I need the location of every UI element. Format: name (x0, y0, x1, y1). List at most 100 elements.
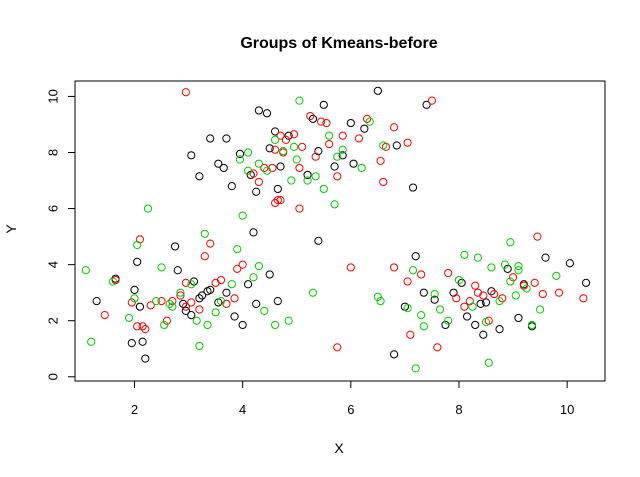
data-point (303, 170, 312, 180)
x-axis-label: X (334, 440, 344, 456)
data-point (243, 148, 253, 157)
data-point (265, 144, 274, 153)
data-point (514, 261, 523, 271)
data-point (298, 142, 307, 151)
chart-title: Groups of Kmeans-before (240, 35, 437, 52)
data-point (233, 245, 242, 254)
data-point (238, 211, 247, 220)
data-point (441, 320, 450, 330)
data-point (108, 277, 117, 286)
data-point (273, 296, 282, 306)
data-point (187, 311, 196, 320)
plot-frame (74, 80, 606, 382)
data-point (252, 187, 261, 196)
data-point (411, 252, 420, 261)
data-point (314, 236, 323, 245)
data-point (457, 278, 466, 287)
data-point (195, 172, 204, 181)
data-point (176, 288, 185, 297)
data-point (206, 134, 215, 143)
data-point (271, 135, 280, 144)
x-tick-label: 6 (347, 402, 354, 417)
data-point (527, 320, 537, 330)
data-point (389, 123, 399, 132)
data-point (498, 294, 507, 303)
data-point (249, 228, 258, 237)
data-point (279, 146, 288, 156)
data-point (514, 313, 523, 323)
data-point (260, 306, 269, 316)
data-point (406, 330, 415, 339)
data-point (92, 296, 101, 306)
data-point (265, 270, 274, 279)
data-point (254, 261, 263, 271)
x-tick-label: 2 (131, 402, 138, 417)
data-point (376, 156, 385, 166)
data-point (227, 182, 236, 191)
data-point (533, 232, 542, 241)
data-point (135, 235, 144, 244)
data-point (403, 277, 412, 286)
data-point (541, 253, 550, 262)
data-point (449, 288, 458, 297)
data-point (360, 124, 369, 133)
data-point (276, 162, 285, 171)
x-tick-label: 4 (239, 402, 246, 417)
data-point (311, 152, 320, 161)
data-point (287, 176, 296, 185)
data-point (127, 339, 136, 348)
data-point (200, 252, 209, 261)
data-point (468, 302, 477, 311)
data-point (222, 134, 231, 143)
data-point (233, 264, 242, 273)
data-point (281, 135, 291, 144)
data-point (230, 294, 239, 303)
data-point (365, 117, 374, 126)
data-point (173, 266, 182, 275)
data-point (427, 96, 437, 105)
data-point (181, 278, 190, 287)
data-point (273, 196, 282, 205)
data-point (514, 266, 523, 275)
data-point (252, 299, 261, 308)
data-point (176, 291, 185, 300)
data-point (189, 277, 199, 286)
data-point (452, 294, 461, 303)
data-point (422, 100, 431, 109)
data-point (260, 163, 269, 173)
data-point (403, 138, 412, 147)
data-point (271, 127, 280, 136)
data-point (254, 159, 263, 168)
y-axis-label: Y (3, 224, 19, 234)
series-2 (81, 96, 561, 373)
data-point (262, 109, 272, 118)
data-point (206, 239, 215, 248)
data-point (314, 146, 323, 156)
data-point (141, 354, 150, 363)
data-point (235, 149, 245, 158)
data-point (249, 273, 258, 282)
data-point (333, 172, 342, 181)
data-point (519, 281, 528, 290)
data-point (319, 184, 328, 194)
data-point (487, 287, 496, 296)
x-tick-label: 8 (455, 402, 462, 417)
data-point (333, 343, 342, 352)
data-point (181, 306, 190, 316)
data-point (465, 296, 474, 306)
data-point (127, 298, 136, 307)
data-point (338, 145, 347, 154)
data-point (460, 250, 469, 259)
series-1 (100, 88, 588, 352)
data-point (495, 296, 504, 306)
data-point (271, 320, 280, 330)
data-point (338, 131, 347, 140)
data-point (227, 280, 236, 289)
data-point (495, 325, 504, 334)
data-point (216, 296, 226, 306)
data-point (289, 130, 299, 139)
data-point (254, 106, 263, 115)
data-point (411, 364, 420, 373)
data-point (130, 285, 139, 294)
data-point (192, 316, 201, 325)
